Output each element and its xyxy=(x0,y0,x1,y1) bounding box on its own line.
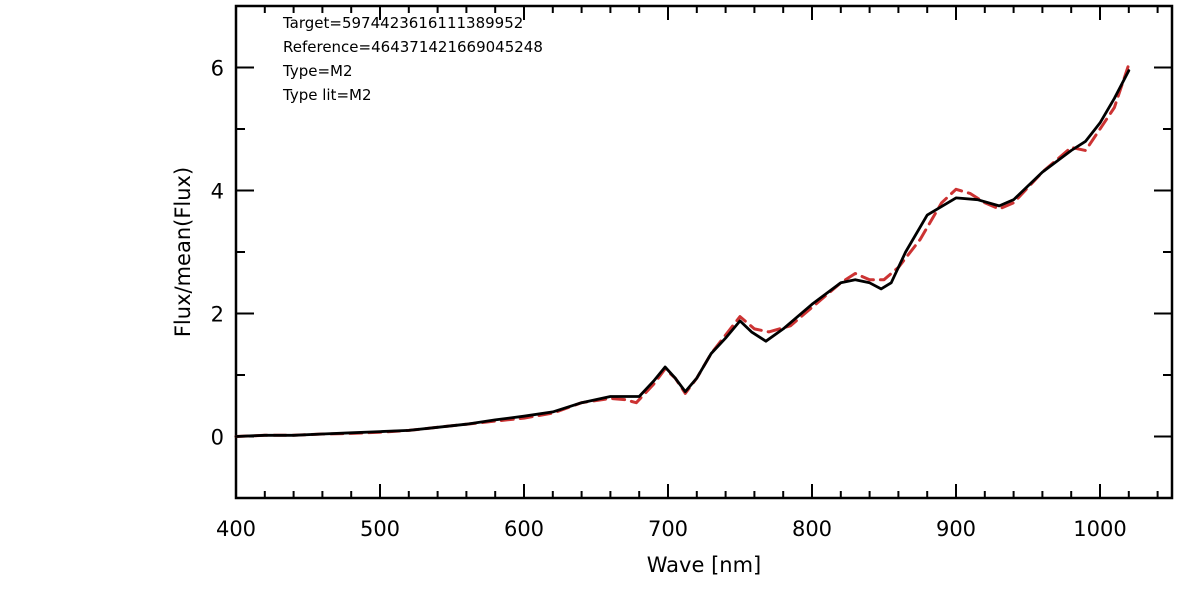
target-spectrum-line xyxy=(234,69,1131,438)
axis-ticks xyxy=(235,5,1172,499)
x-tick-labels: 400 500 600 700 800 900 1000 xyxy=(216,517,1127,541)
y-tick-label: 4 xyxy=(211,180,224,204)
y-tick-label: 2 xyxy=(211,303,224,327)
x-tick-label: 600 xyxy=(504,517,544,541)
y-tick-label: 0 xyxy=(211,426,224,450)
x-tick-label: 1000 xyxy=(1073,517,1126,541)
y-axis-label: Flux/mean(Flux) xyxy=(171,167,195,337)
x-tick-label: 900 xyxy=(936,517,976,541)
x-axis-label: Wave [nm] xyxy=(647,553,761,577)
plot-frame xyxy=(234,4,1174,500)
series-layer xyxy=(234,62,1131,438)
x-tick-label: 700 xyxy=(648,517,688,541)
y-tick-label: 6 xyxy=(211,57,224,81)
y-tick-labels: 0 2 4 6 xyxy=(211,57,224,450)
x-tick-label: 800 xyxy=(792,517,832,541)
annotation-line: Type lit=M2 xyxy=(282,86,372,104)
reference-spectrum-line xyxy=(234,62,1131,438)
annotation-line: Reference=464371421669045248 xyxy=(283,38,543,56)
annotation-block: Target=5974423616111389952 Reference=4643… xyxy=(282,14,543,104)
x-tick-label: 400 xyxy=(216,517,256,541)
annotation-line: Type=M2 xyxy=(282,62,353,80)
annotation-line: Target=5974423616111389952 xyxy=(282,14,523,32)
x-tick-label: 500 xyxy=(360,517,400,541)
